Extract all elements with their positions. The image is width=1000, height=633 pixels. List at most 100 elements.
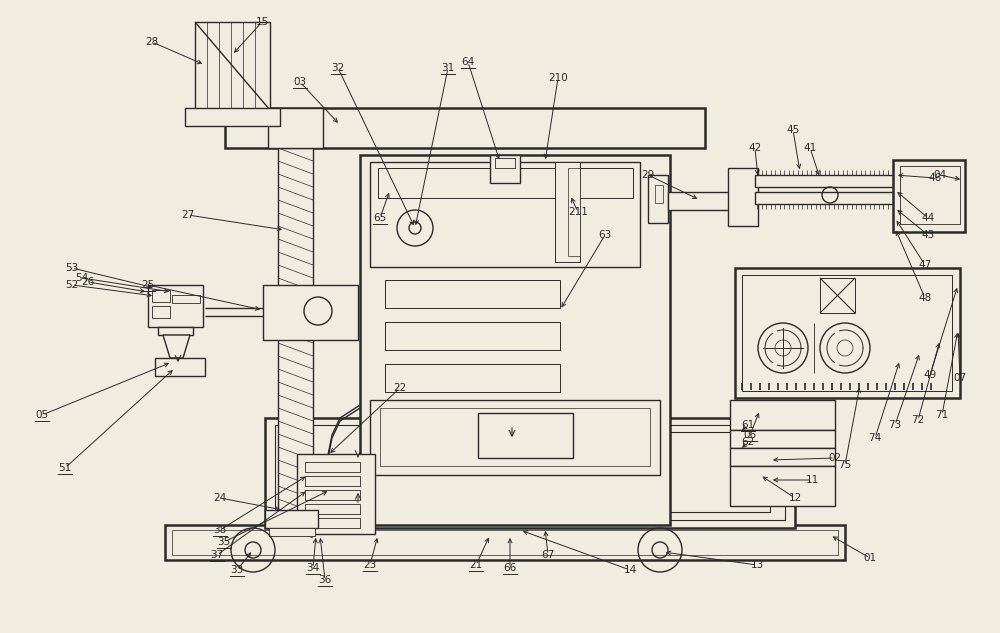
Bar bbox=[893, 160, 965, 232]
Bar bbox=[152, 290, 170, 302]
Bar bbox=[730, 400, 835, 430]
Bar bbox=[495, 158, 515, 168]
Text: 13: 13 bbox=[750, 560, 764, 570]
Bar bbox=[385, 406, 560, 434]
Text: 02: 02 bbox=[828, 453, 842, 463]
Bar bbox=[305, 462, 360, 472]
Bar bbox=[225, 108, 705, 148]
Bar bbox=[385, 280, 560, 308]
Text: 14: 14 bbox=[623, 565, 637, 575]
Text: 23: 23 bbox=[363, 560, 377, 570]
Text: 211: 211 bbox=[568, 207, 588, 217]
Text: 72: 72 bbox=[911, 415, 925, 425]
Text: 43: 43 bbox=[921, 230, 935, 240]
Bar bbox=[305, 476, 360, 486]
Bar bbox=[305, 518, 360, 528]
Bar bbox=[265, 418, 795, 528]
Text: 05: 05 bbox=[35, 410, 49, 420]
Bar bbox=[730, 466, 835, 506]
Bar bbox=[755, 192, 895, 204]
Text: 64: 64 bbox=[461, 57, 475, 67]
Text: 32: 32 bbox=[331, 63, 345, 73]
Bar bbox=[385, 322, 560, 350]
Bar bbox=[269, 528, 315, 536]
Bar bbox=[730, 430, 835, 448]
Bar bbox=[265, 510, 318, 528]
Bar bbox=[360, 155, 670, 525]
Bar bbox=[385, 364, 560, 392]
Bar bbox=[755, 175, 895, 187]
Text: 62: 62 bbox=[741, 437, 755, 447]
Bar bbox=[655, 185, 663, 203]
Text: 65: 65 bbox=[373, 213, 387, 223]
Text: 35: 35 bbox=[217, 537, 231, 547]
Text: 22: 22 bbox=[393, 383, 407, 393]
Bar bbox=[378, 168, 633, 198]
Text: 51: 51 bbox=[58, 463, 72, 473]
Bar bbox=[648, 175, 668, 223]
Text: 27: 27 bbox=[181, 210, 195, 220]
Text: 44: 44 bbox=[921, 213, 935, 223]
Text: 24: 24 bbox=[213, 493, 227, 503]
Bar bbox=[148, 285, 203, 327]
Bar bbox=[490, 155, 520, 183]
Text: 67: 67 bbox=[541, 550, 555, 560]
Text: 61: 61 bbox=[741, 420, 755, 430]
Polygon shape bbox=[163, 335, 190, 358]
Text: 48: 48 bbox=[918, 293, 932, 303]
Text: 41: 41 bbox=[803, 143, 817, 153]
Text: 21: 21 bbox=[469, 560, 483, 570]
Text: 15: 15 bbox=[255, 17, 269, 27]
Text: 12: 12 bbox=[788, 493, 802, 503]
Text: 11: 11 bbox=[805, 475, 819, 485]
Bar bbox=[172, 530, 838, 555]
Text: 73: 73 bbox=[888, 420, 902, 430]
Bar bbox=[297, 454, 375, 534]
Text: 33: 33 bbox=[230, 565, 244, 575]
Text: 04: 04 bbox=[933, 170, 947, 180]
Text: 210: 210 bbox=[548, 73, 568, 83]
Bar bbox=[155, 358, 205, 376]
Bar bbox=[555, 162, 580, 262]
Bar bbox=[900, 166, 960, 224]
Bar bbox=[158, 327, 193, 335]
Bar bbox=[820, 278, 855, 313]
Text: 74: 74 bbox=[868, 433, 882, 443]
Bar bbox=[305, 490, 360, 500]
Text: 36: 36 bbox=[318, 575, 332, 585]
Bar bbox=[263, 285, 358, 340]
Text: 45: 45 bbox=[786, 125, 800, 135]
Bar bbox=[390, 432, 770, 512]
Text: 38: 38 bbox=[213, 525, 227, 535]
Text: 42: 42 bbox=[748, 143, 762, 153]
Bar bbox=[370, 400, 660, 475]
Bar bbox=[152, 306, 170, 318]
Text: 53: 53 bbox=[65, 263, 79, 273]
Text: 71: 71 bbox=[935, 410, 949, 420]
Bar bbox=[305, 504, 360, 514]
Bar bbox=[728, 168, 758, 226]
Bar bbox=[380, 408, 650, 466]
Text: 49: 49 bbox=[923, 370, 937, 380]
Bar bbox=[568, 168, 580, 256]
Bar bbox=[195, 22, 270, 110]
Text: 01: 01 bbox=[863, 553, 877, 563]
Bar bbox=[370, 162, 640, 267]
Bar bbox=[478, 413, 573, 458]
Text: 46: 46 bbox=[928, 173, 942, 183]
Text: 34: 34 bbox=[306, 563, 320, 573]
Text: 07: 07 bbox=[953, 373, 967, 383]
Text: 06: 06 bbox=[743, 430, 757, 440]
Text: 03: 03 bbox=[293, 77, 307, 87]
Text: 28: 28 bbox=[145, 37, 159, 47]
Text: 52: 52 bbox=[65, 280, 79, 290]
Text: 29: 29 bbox=[641, 170, 655, 180]
Bar bbox=[275, 425, 785, 520]
Bar bbox=[735, 268, 960, 398]
Bar bbox=[172, 295, 200, 303]
Bar bbox=[278, 148, 313, 528]
Text: 26: 26 bbox=[81, 277, 95, 287]
Text: 37: 37 bbox=[210, 550, 224, 560]
Bar bbox=[742, 275, 952, 391]
Text: 63: 63 bbox=[598, 230, 612, 240]
